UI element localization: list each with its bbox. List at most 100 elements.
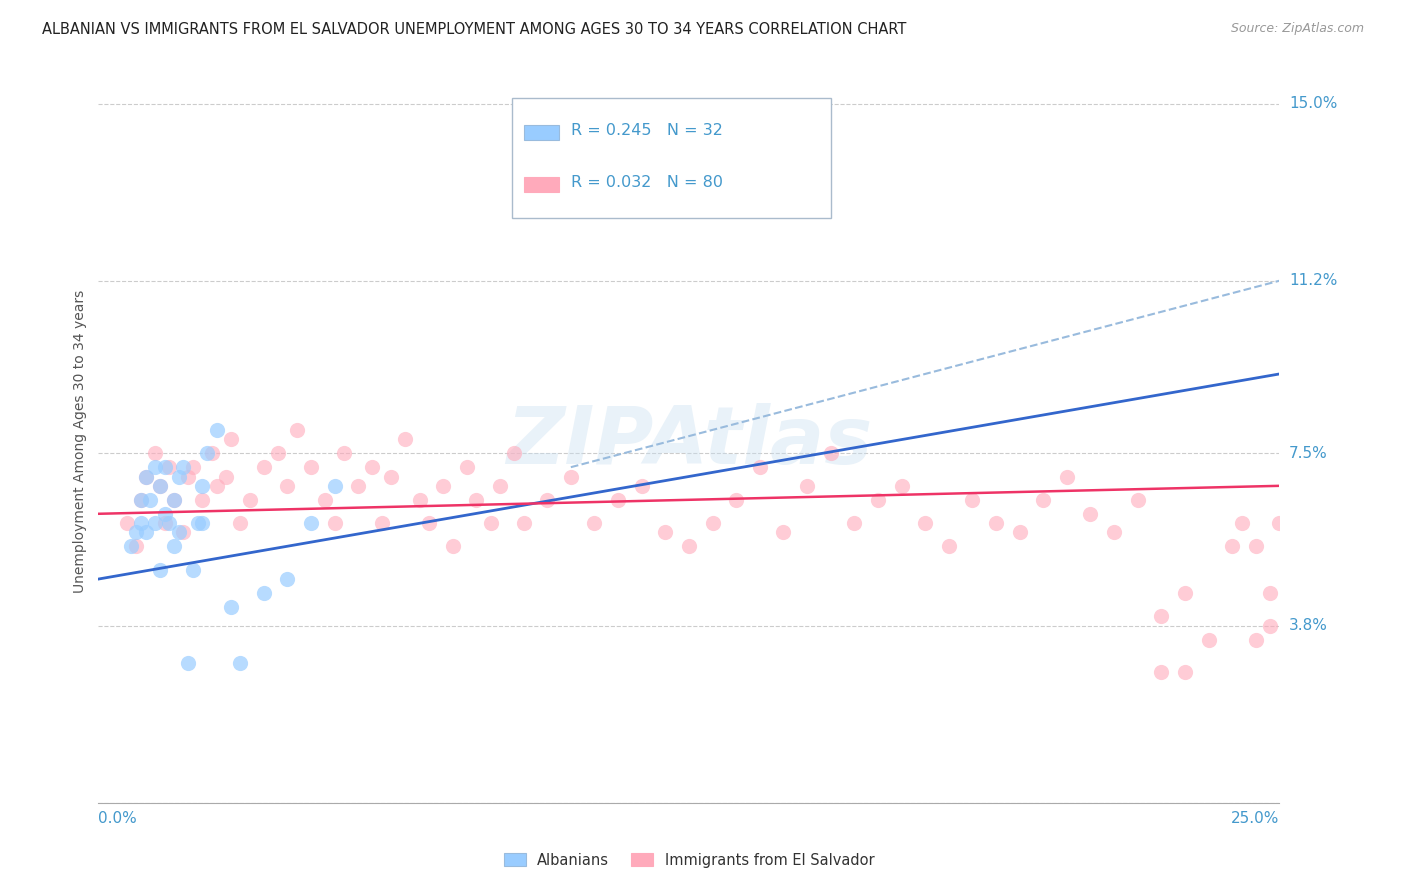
Point (135, 469, 157, 483)
Point (153, 460, 176, 475)
Point (143, 446, 166, 460)
Point (129, 516, 152, 530)
Text: 0.0%: 0.0% (98, 812, 138, 827)
Point (219, 600, 242, 615)
Point (253, 460, 276, 475)
Point (229, 656, 252, 670)
Point (149, 479, 172, 493)
Point (418, 516, 440, 530)
Point (177, 656, 200, 670)
Point (195, 446, 218, 460)
Point (441, 540, 464, 554)
Point (129, 492, 152, 507)
Point (149, 563, 172, 577)
Point (796, 479, 818, 493)
Point (1268, 516, 1291, 530)
Point (181, 460, 204, 475)
Point (125, 540, 148, 554)
Point (560, 469, 582, 483)
Point (181, 563, 204, 577)
Text: ALBANIAN VS IMMIGRANTS FROM EL SALVADOR UNEMPLOYMENT AMONG AGES 30 TO 34 YEARS C: ALBANIAN VS IMMIGRANTS FROM EL SALVADOR … (42, 22, 907, 37)
Text: 11.2%: 11.2% (1289, 273, 1337, 288)
Point (139, 492, 162, 507)
Point (479, 516, 502, 530)
Point (205, 479, 228, 493)
Point (135, 469, 157, 483)
FancyBboxPatch shape (523, 178, 560, 192)
Point (1258, 586, 1281, 600)
Point (205, 423, 228, 437)
Point (153, 507, 176, 521)
Point (163, 492, 186, 507)
Point (465, 492, 488, 507)
Point (1174, 586, 1197, 600)
Point (844, 516, 866, 530)
Point (1258, 618, 1281, 632)
Point (820, 446, 842, 460)
Point (1150, 609, 1173, 624)
Point (890, 479, 912, 493)
Point (219, 432, 242, 446)
Point (347, 479, 370, 493)
Point (115, 516, 138, 530)
Point (607, 492, 630, 507)
Point (512, 516, 534, 530)
Point (163, 492, 186, 507)
Point (1032, 492, 1054, 507)
Point (333, 446, 356, 460)
Point (725, 492, 748, 507)
Point (167, 525, 190, 540)
Point (163, 540, 186, 554)
Point (149, 479, 172, 493)
Text: 3.8%: 3.8% (1289, 618, 1327, 633)
Point (1080, 507, 1102, 521)
Point (866, 492, 889, 507)
Point (153, 516, 176, 530)
Point (276, 572, 298, 586)
Point (253, 586, 276, 600)
Point (432, 479, 454, 493)
FancyBboxPatch shape (512, 98, 831, 218)
Point (654, 525, 676, 540)
Y-axis label: Unemployment Among Ages 30 to 34 years: Unemployment Among Ages 30 to 34 years (73, 290, 87, 593)
Point (984, 516, 1007, 530)
Point (1102, 525, 1125, 540)
Point (191, 516, 214, 530)
Point (299, 460, 322, 475)
Text: R = 0.032   N = 80: R = 0.032 N = 80 (571, 176, 723, 190)
Text: ZIPAtlas: ZIPAtlas (506, 402, 872, 481)
Point (408, 492, 430, 507)
Point (1220, 540, 1243, 554)
Point (285, 423, 308, 437)
Point (239, 492, 262, 507)
Point (143, 460, 166, 475)
Point (583, 516, 606, 530)
Point (172, 525, 194, 540)
Point (1198, 632, 1220, 647)
Point (1056, 469, 1078, 483)
Point (323, 516, 346, 530)
Point (191, 492, 214, 507)
Point (229, 516, 252, 530)
Point (323, 479, 346, 493)
Text: R = 0.245   N = 32: R = 0.245 N = 32 (571, 123, 723, 138)
Point (536, 492, 558, 507)
Point (167, 469, 190, 483)
Point (1126, 492, 1149, 507)
Point (314, 492, 336, 507)
Point (748, 460, 770, 475)
Point (702, 516, 724, 530)
Point (630, 479, 652, 493)
Point (371, 516, 394, 530)
Point (276, 479, 298, 493)
Point (172, 460, 194, 475)
Point (129, 492, 152, 507)
Point (678, 540, 700, 554)
Point (135, 525, 157, 540)
Point (177, 469, 200, 483)
FancyBboxPatch shape (523, 126, 560, 139)
Point (157, 460, 180, 475)
Point (914, 516, 936, 530)
Text: 25.0%: 25.0% (1232, 812, 1279, 827)
Point (938, 540, 960, 554)
